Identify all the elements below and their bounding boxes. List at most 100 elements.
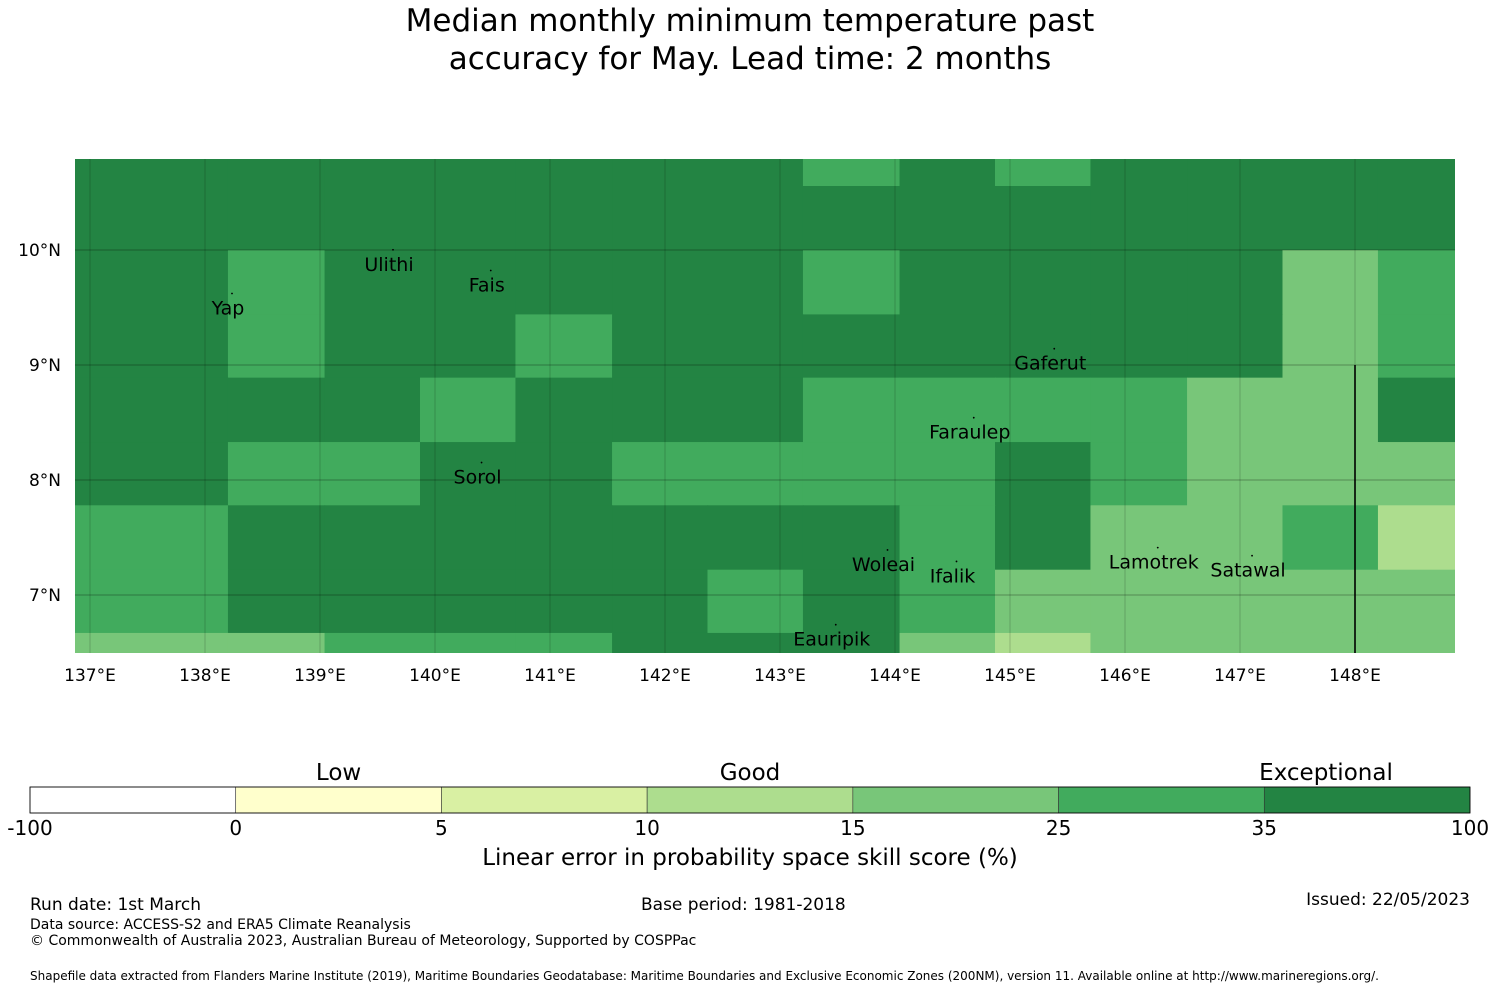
map-cell <box>707 314 804 379</box>
map-cell <box>1090 505 1188 571</box>
map-cell <box>1090 569 1188 634</box>
map-cell <box>995 505 1092 571</box>
lon-tick-label: 140°E <box>409 666 461 686</box>
colorbar-category-label: Good <box>719 760 781 786</box>
map-cell <box>75 377 229 443</box>
lon-tick-label: 147°E <box>1214 666 1266 686</box>
issued-date: Issued: 22/05/2023 <box>1306 890 1470 910</box>
map-cell <box>1090 632 1188 653</box>
map-cell <box>995 632 1092 653</box>
lat-tick-label: 9°N <box>29 356 61 376</box>
map-cell <box>75 632 229 653</box>
map-cell <box>707 505 804 571</box>
colorbar-tick-label: 10 <box>634 816 659 840</box>
map-cell <box>227 159 326 251</box>
lon-tick-label: 146°E <box>1099 666 1151 686</box>
place-label: Woleai <box>852 554 915 576</box>
map-grid-cells <box>75 159 1455 653</box>
island-marker <box>972 416 975 419</box>
map-cell <box>1187 569 1284 634</box>
map-cell <box>420 377 517 443</box>
place-label: Gaferut <box>1014 353 1086 375</box>
map-cell <box>1377 632 1455 653</box>
lon-tick-label: 143°E <box>754 666 806 686</box>
colorbar-segment <box>1263 786 1471 814</box>
colorbar-tick-label: 35 <box>1252 816 1277 840</box>
map-cell <box>899 159 996 251</box>
map-cell <box>707 442 804 506</box>
colorbar-frame <box>29 786 1471 814</box>
map-cell <box>899 250 996 315</box>
map-cell <box>1187 505 1284 571</box>
data-source: Data source: ACCESS-S2 and ERA5 Climate … <box>30 917 411 933</box>
map-cell <box>1090 250 1188 315</box>
map-cell <box>75 505 229 571</box>
colorbar-category-label: Low <box>315 760 362 786</box>
lon-tick-label: 139°E <box>294 666 346 686</box>
map-cell <box>899 377 996 443</box>
map-cell <box>420 159 517 251</box>
map-cell <box>1377 314 1455 379</box>
map-cell <box>612 569 709 634</box>
map-cell <box>612 377 709 443</box>
map-title-line-2: accuracy for May. Lead time: 2 months <box>448 41 1052 77</box>
shapefile-credit: Shapefile data extracted from Flanders M… <box>30 969 1379 983</box>
map-cell <box>324 377 421 443</box>
map-cell <box>1377 442 1455 506</box>
map-cell <box>1187 632 1284 653</box>
map-cell <box>1090 442 1188 506</box>
map-cell <box>515 159 613 251</box>
map-cell <box>899 442 996 506</box>
map-cell <box>1282 505 1379 571</box>
map-cell <box>1187 442 1284 506</box>
colorbar-tick-label: 25 <box>1046 816 1071 840</box>
map-cell <box>612 250 709 315</box>
island-marker <box>231 292 233 295</box>
map-cell <box>707 569 804 634</box>
island-marker <box>489 269 492 272</box>
map-cell <box>612 159 709 251</box>
place-label: Fais <box>469 275 505 297</box>
lon-tick-label: 144°E <box>869 666 921 686</box>
map-cell <box>802 250 901 315</box>
map-cell <box>227 250 326 315</box>
run-date: Run date: 1st March <box>30 895 202 915</box>
lon-tick-label: 138°E <box>179 666 231 686</box>
map-cell <box>324 250 421 315</box>
colorbar-segment <box>852 786 1059 814</box>
map-cell <box>1377 377 1455 443</box>
colorbar-tick-label: 5 <box>435 816 448 840</box>
map-cell <box>707 250 804 315</box>
map-cell <box>1282 159 1379 251</box>
base-period: Base period: 1981-2018 <box>641 895 846 915</box>
map-cell <box>802 159 900 186</box>
island-marker <box>886 549 889 551</box>
map-cell <box>1090 314 1188 379</box>
copyright: © Commonwealth of Australia 2023, Austra… <box>30 933 697 949</box>
colorbar-segment <box>235 786 442 814</box>
island-marker <box>1251 554 1253 557</box>
island-marker <box>480 461 483 464</box>
colorbar-tick-label: -100 <box>7 816 52 840</box>
lon-tick-label: 141°E <box>524 666 576 686</box>
map-cell <box>515 505 613 571</box>
map-cell <box>227 314 326 379</box>
map-cell <box>75 250 229 315</box>
map-cell <box>420 314 517 379</box>
place-label: Eauripik <box>793 629 870 651</box>
place-label: Faraulep <box>929 422 1010 444</box>
map-cell <box>802 314 901 379</box>
map-cell <box>707 377 804 443</box>
map-cell <box>1187 377 1284 443</box>
map-cell <box>802 505 901 571</box>
map-cell <box>802 569 901 634</box>
map-cell <box>995 569 1092 634</box>
map-cell <box>227 569 326 634</box>
colorbar-tick-label: 100 <box>1451 816 1489 840</box>
map-cell <box>420 569 517 634</box>
map-title: Median monthly minimum temperature past … <box>0 2 1500 78</box>
colorbar-category-label: Exceptional <box>1259 760 1393 786</box>
map-cell <box>324 632 421 653</box>
map-cell <box>612 442 709 506</box>
